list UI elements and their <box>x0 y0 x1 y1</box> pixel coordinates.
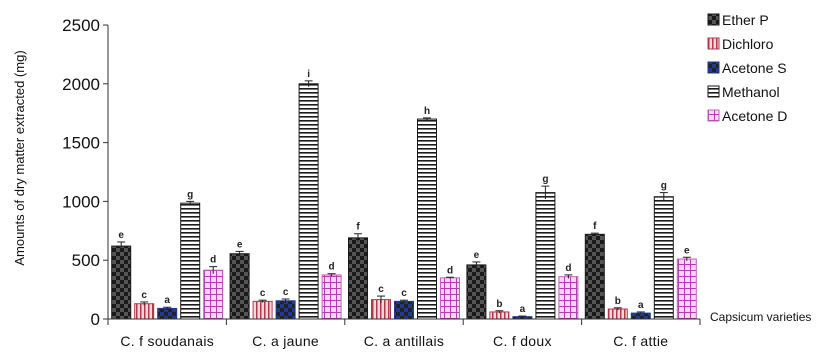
significance-letter: f <box>593 221 597 232</box>
y-tick-label: 0 <box>91 310 100 329</box>
x-category-label: C. f soudanais <box>120 333 214 349</box>
legend-swatch <box>707 13 720 26</box>
legend-label: Dichloro <box>722 36 774 52</box>
bar <box>203 269 224 320</box>
y-tick-label: 2000 <box>62 75 100 94</box>
significance-letter: d <box>329 262 335 273</box>
significance-letter: a <box>520 304 526 315</box>
legend: Ether P Dichloro Acetone S Methanol Acetone … <box>707 12 787 124</box>
significance-letter: c <box>378 284 384 295</box>
significance-letter: c <box>260 288 266 299</box>
x-axis-title: Capsicum varieties <box>710 310 811 324</box>
x-category-label: C. f attie <box>613 333 668 349</box>
significance-letter: e <box>684 245 690 256</box>
bar <box>275 300 296 320</box>
bar <box>134 303 155 320</box>
y-tick-label: 1000 <box>62 192 100 211</box>
legend-swatch <box>707 37 720 50</box>
bar <box>466 264 487 320</box>
bar <box>653 196 674 320</box>
significance-letter: d <box>210 255 216 266</box>
significance-letter: e <box>474 250 480 261</box>
significance-letter: g <box>661 181 667 192</box>
significance-letter: g <box>187 189 193 200</box>
bars-group: e c a g d e c c i d f c c h d e b a g d f b a g e <box>111 69 697 320</box>
legend-label: Ether P <box>722 12 769 28</box>
bar <box>394 300 414 320</box>
significance-letter: c <box>141 290 147 301</box>
bar <box>298 83 319 320</box>
legend-swatch <box>707 109 720 122</box>
significance-letter: d <box>565 263 571 274</box>
significance-letter: h <box>424 106 430 117</box>
bar <box>321 274 342 320</box>
x-category-label: C. a antillais <box>364 333 444 349</box>
significance-letter: a <box>638 300 644 311</box>
legend-label: Acetone D <box>722 108 787 124</box>
bar <box>558 276 579 320</box>
y-tick-label: 1500 <box>62 134 100 153</box>
y-tick-label: 500 <box>72 251 100 270</box>
significance-letter: d <box>447 265 453 276</box>
significance-letter: b <box>496 299 502 310</box>
bar <box>157 307 178 320</box>
significance-letter: a <box>164 295 170 306</box>
legend-label: Acetone S <box>722 60 787 76</box>
significance-letter: g <box>542 174 548 185</box>
x-axis: C. f soudanais C. a jaune C. a antillais C.… <box>107 318 701 349</box>
bar <box>111 245 132 320</box>
bar <box>180 202 201 320</box>
bar <box>676 258 697 320</box>
bar <box>229 253 250 320</box>
bar <box>252 300 273 320</box>
significance-letter: f <box>356 222 360 233</box>
y-axis-title: Amounts of dry matter extracted (mg) <box>12 50 27 265</box>
significance-letter: c <box>283 287 289 298</box>
bar <box>440 277 460 320</box>
legend-swatch <box>707 61 720 74</box>
bar <box>417 118 437 320</box>
y-tick-label: 2500 <box>62 16 100 35</box>
bar <box>348 237 368 320</box>
legend-label: Methanol <box>722 84 780 100</box>
significance-letter: i <box>307 69 310 80</box>
bar <box>607 308 628 320</box>
significance-letter: c <box>401 288 407 299</box>
significance-letter: b <box>615 296 621 307</box>
bar <box>584 233 605 320</box>
legend-swatch <box>707 85 720 98</box>
x-category-label: C. f doux <box>493 333 552 349</box>
x-category-label: C. a jaune <box>252 333 319 349</box>
bar <box>535 192 556 320</box>
y-axis: 0 500 1000 1500 2000 2500 <box>62 16 109 329</box>
significance-letter: e <box>118 230 124 241</box>
significance-letter: e <box>237 239 243 250</box>
